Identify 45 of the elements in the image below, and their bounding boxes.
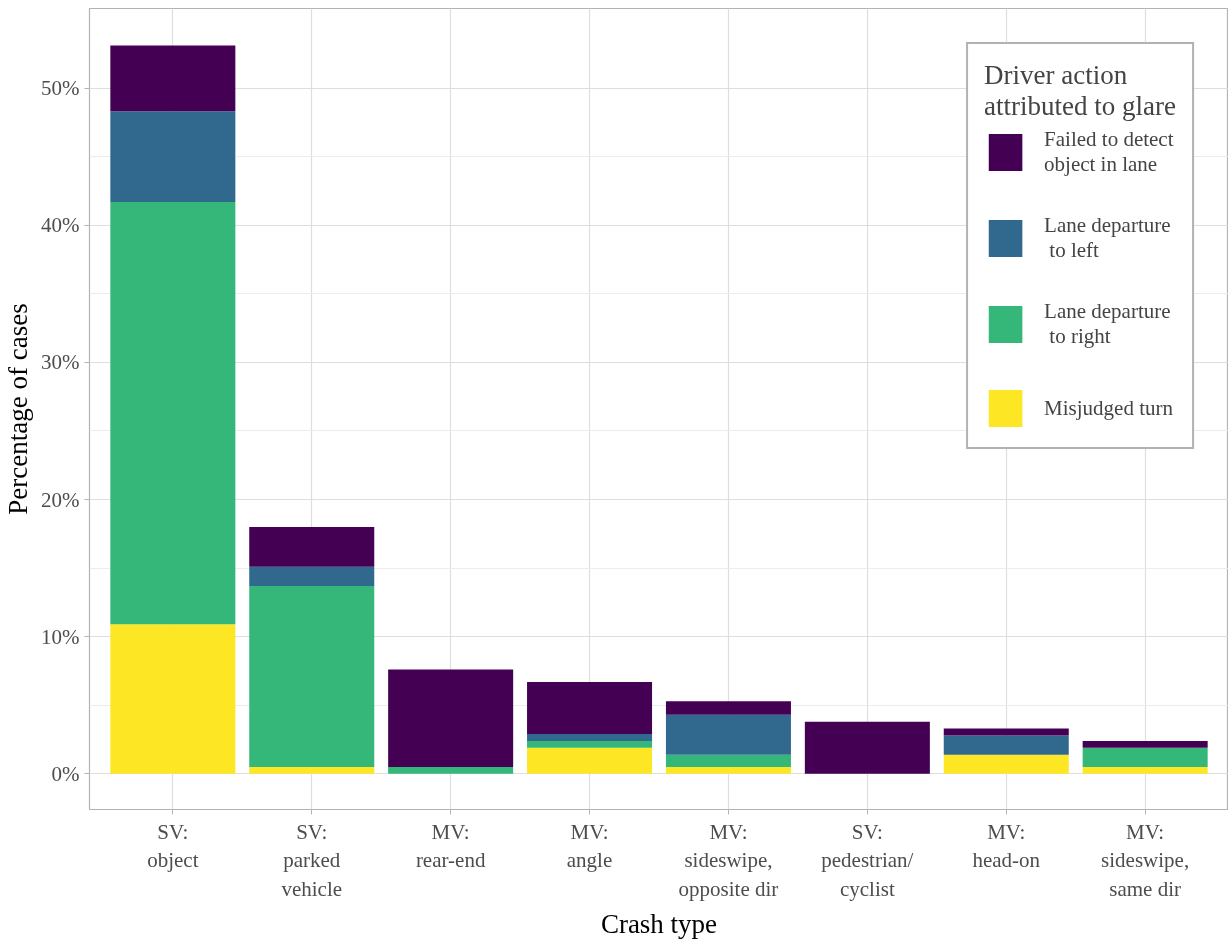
legend-label: Failed to detect object in lane <box>1044 127 1174 177</box>
y-tick-label: 30% <box>41 350 80 375</box>
y-axis-title: Percentage of cases <box>3 303 34 515</box>
legend-title: Driver action attributed to glare <box>984 60 1176 122</box>
y-tick-label: 50% <box>41 76 80 101</box>
y-tick-label: 40% <box>41 213 80 238</box>
legend-label: Misjudged turn <box>1044 394 1173 422</box>
x-tick-label: SV: parked vehicle <box>281 819 343 902</box>
bar <box>665 766 791 774</box>
bar <box>388 766 514 774</box>
x-tick-label: MV: rear-end <box>415 819 486 873</box>
bar <box>665 701 791 715</box>
y-tick-label: 10% <box>41 624 80 649</box>
bar <box>1082 740 1208 748</box>
bar <box>665 754 791 767</box>
bar <box>527 740 653 748</box>
bar <box>665 714 791 755</box>
legend-label: Lane departure to left <box>1044 213 1171 263</box>
bar <box>388 669 514 767</box>
bar <box>943 754 1069 774</box>
bar <box>527 734 653 741</box>
bar <box>110 624 236 774</box>
bar <box>249 766 375 774</box>
bar <box>110 201 236 625</box>
x-tick-label: SV: pedestrian/ cyclist <box>821 819 914 902</box>
bar <box>110 45 236 112</box>
y-tick-label: 0% <box>51 761 80 786</box>
x-tick-label: MV: head-on <box>972 819 1041 873</box>
y-tick-label: 20% <box>41 487 80 512</box>
bar <box>527 747 653 774</box>
bar <box>110 111 236 202</box>
x-tick-label: MV: sideswipe, same dir <box>1101 819 1190 902</box>
bar <box>943 735 1069 755</box>
bar <box>527 681 653 735</box>
x-tick-label: MV: angle <box>566 819 613 873</box>
bar <box>804 721 930 774</box>
bar <box>249 566 375 586</box>
legend-label: Lane departure to right <box>1044 299 1171 349</box>
bar <box>249 585 375 767</box>
bar <box>1082 766 1208 774</box>
bar <box>1082 747 1208 767</box>
x-tick-label: SV: object <box>147 819 199 873</box>
x-tick-label: MV: sideswipe, opposite dir <box>678 819 779 902</box>
x-axis-title: Crash type <box>600 909 718 940</box>
bar <box>249 526 375 567</box>
